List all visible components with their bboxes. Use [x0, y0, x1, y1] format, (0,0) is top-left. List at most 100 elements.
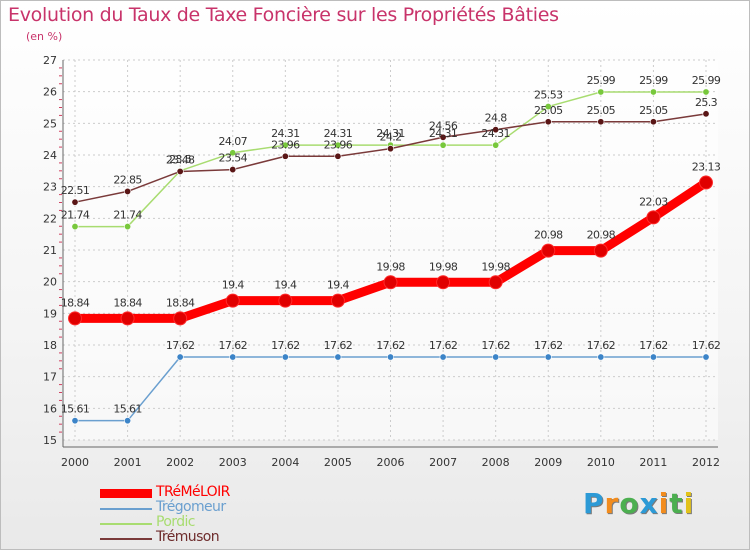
x-tick-label: 2008	[482, 456, 510, 469]
data-label: 20.98	[587, 229, 616, 242]
data-point	[702, 88, 710, 96]
data-point	[649, 88, 657, 96]
data-point	[702, 353, 710, 361]
data-point	[225, 293, 240, 308]
data-label: 17.62	[692, 339, 721, 352]
data-label: 23.96	[271, 138, 300, 151]
data-point	[541, 243, 556, 258]
data-point	[699, 175, 713, 190]
data-label: 17.62	[166, 339, 195, 352]
data-point	[278, 293, 293, 308]
data-label: 24.56	[429, 119, 458, 132]
legend-label: TRéMéLOIR	[156, 484, 230, 500]
data-point	[492, 141, 500, 149]
legend-label: Trégomeur	[156, 499, 226, 515]
data-label: 17.62	[429, 339, 458, 352]
proxiti-logo: Proxiti	[583, 487, 694, 520]
data-label: 24.31	[324, 127, 353, 140]
data-label: 24.07	[219, 135, 248, 148]
data-point	[334, 141, 342, 149]
data-point	[176, 167, 184, 175]
data-point	[597, 118, 605, 126]
data-label: 22.85	[113, 173, 142, 186]
data-point	[383, 275, 398, 290]
y-tick-label: 26	[43, 86, 57, 99]
data-label: 19.98	[376, 260, 405, 273]
x-tick-label: 2000	[61, 456, 89, 469]
legend-label: Pordic	[156, 514, 196, 530]
data-point	[334, 353, 342, 361]
data-label: 19.98	[481, 260, 510, 273]
logo-letter: t	[669, 487, 684, 520]
x-tick-label: 2007	[429, 456, 457, 469]
data-label: 22.03	[639, 195, 668, 208]
data-point	[439, 141, 447, 149]
y-tick-label: 15	[43, 434, 57, 447]
data-label: 18.84	[61, 296, 90, 309]
data-label: 18.84	[113, 296, 142, 309]
x-tick-label: 2002	[166, 456, 194, 469]
x-tick-label: 2001	[114, 456, 142, 469]
y-tick-label: 25	[43, 117, 57, 130]
data-point	[71, 198, 79, 206]
legend-swatch	[100, 508, 152, 510]
data-label: 18.84	[166, 296, 195, 309]
data-point	[436, 275, 451, 290]
legend-swatch	[100, 538, 152, 540]
data-label: 25.3	[695, 96, 718, 109]
y-tick-label: 21	[43, 244, 57, 257]
y-tick-label: 27	[43, 54, 57, 67]
data-label: 22.51	[61, 184, 90, 197]
y-tick-label: 22	[43, 212, 57, 225]
x-tick-label: 2009	[534, 456, 562, 469]
data-point	[68, 311, 82, 326]
data-label: 23.13	[692, 161, 721, 174]
data-point	[488, 275, 503, 290]
data-point	[492, 126, 500, 134]
logo-letter: r	[604, 487, 620, 520]
data-label: 25.53	[534, 89, 563, 102]
data-point	[597, 88, 605, 96]
data-label: 19.98	[429, 260, 458, 273]
data-label: 24.31	[376, 127, 405, 140]
data-point	[71, 417, 79, 425]
data-point	[649, 353, 657, 361]
y-tick-label: 24	[43, 149, 57, 162]
data-label: 15.61	[113, 403, 142, 416]
data-label: 17.62	[219, 339, 248, 352]
y-tick-label: 19	[43, 307, 57, 320]
x-tick-label: 2010	[587, 456, 615, 469]
data-point	[124, 187, 132, 195]
data-label: 23.54	[219, 152, 248, 165]
data-label: 24.2	[379, 131, 401, 144]
data-label: 17.62	[376, 339, 405, 352]
data-label: 19.4	[274, 279, 297, 292]
y-tick-label: 23	[43, 181, 57, 194]
y-tick-label: 16	[43, 402, 57, 415]
data-label: 21.74	[61, 209, 90, 222]
data-label: 23.5	[169, 153, 192, 166]
y-tick-label: 17	[43, 371, 57, 384]
data-label: 15.61	[61, 403, 90, 416]
data-label: 17.62	[534, 339, 563, 352]
data-point	[71, 223, 79, 231]
data-label: 24.31	[271, 127, 300, 140]
x-tick-label: 2012	[692, 456, 720, 469]
data-point	[649, 118, 657, 126]
x-tick-label: 2004	[271, 456, 299, 469]
data-point	[124, 223, 132, 231]
data-point	[597, 353, 605, 361]
data-label: 17.62	[481, 339, 510, 352]
chart-subtitle: (en %)	[26, 30, 63, 43]
data-label: 23.96	[324, 138, 353, 151]
data-label: 24.31	[481, 127, 510, 140]
data-label: 25.99	[639, 74, 668, 87]
data-label: 24.8	[485, 112, 508, 125]
data-point	[544, 103, 552, 111]
data-label: 17.62	[587, 339, 616, 352]
x-tick-label: 2011	[639, 456, 667, 469]
data-label: 17.62	[324, 339, 353, 352]
x-tick-label: 2003	[219, 456, 247, 469]
data-point	[229, 166, 237, 174]
